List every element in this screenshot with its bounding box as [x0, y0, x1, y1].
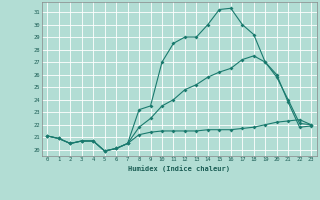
- X-axis label: Humidex (Indice chaleur): Humidex (Indice chaleur): [128, 165, 230, 172]
